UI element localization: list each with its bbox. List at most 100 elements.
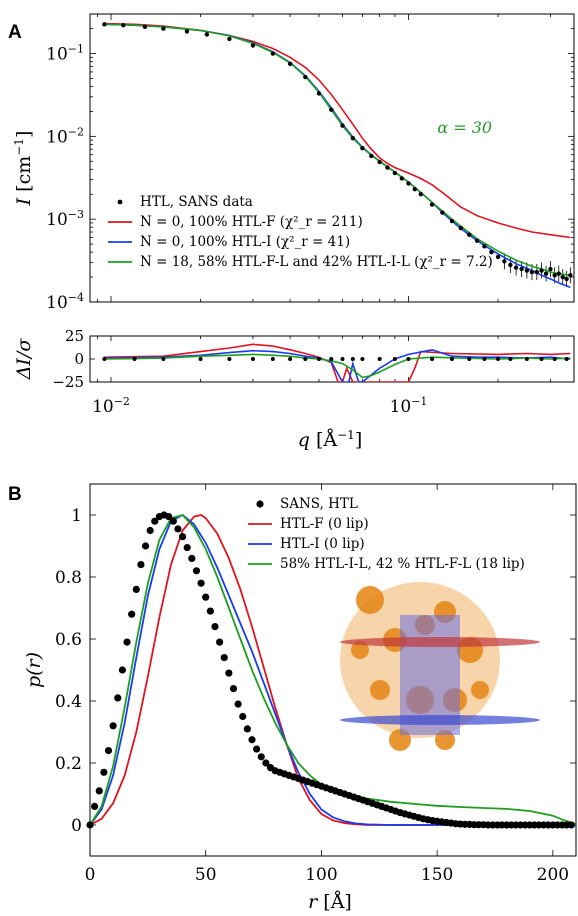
series-line-green [104, 353, 571, 379]
data-point [489, 249, 494, 255]
data-point [303, 357, 308, 361]
panel-a-residuals: 25 0 −25 ΔI/σ 10−2 10−1 q [Å−1] [13, 327, 575, 451]
legend-label: N = 0, 100% HTL-F (χ²_r = 211) [140, 214, 363, 230]
data-point [377, 357, 382, 361]
data-point [524, 268, 530, 273]
data-point [192, 567, 201, 575]
series-line-red [104, 343, 571, 382]
data-point [360, 145, 365, 151]
data-point [502, 259, 507, 264]
data-point [253, 745, 261, 753]
data-point [567, 821, 575, 829]
data-point [161, 357, 166, 361]
panel-letter-a: A [8, 22, 22, 43]
data-point [102, 357, 107, 361]
x-axis-label: q [Å−1] [298, 428, 362, 451]
membrane-plane-bottom [340, 715, 540, 725]
data-point [316, 91, 322, 96]
legend-label: N = 0, 100% HTL-I (χ²_r = 41) [140, 234, 350, 250]
data-point [146, 526, 154, 535]
data-point [250, 43, 256, 48]
y-tick-label: 10−1 [46, 43, 84, 65]
legend-label: HTL, SANS data [140, 194, 253, 210]
data-point [239, 712, 247, 721]
data-point [178, 533, 187, 541]
data-point [211, 623, 219, 631]
x-tick-label: 150 [421, 865, 453, 885]
data-point [482, 244, 487, 249]
data-point [169, 517, 177, 525]
data-point [202, 593, 210, 601]
data-point [198, 357, 203, 361]
panel-letter-b: B [8, 484, 22, 505]
series-line-red [104, 22, 571, 239]
data-point [316, 357, 321, 361]
legend-label: SANS, HTL [280, 496, 358, 512]
y-tick-label: 0.8 [55, 568, 82, 588]
data-point [197, 579, 205, 587]
data-point [95, 787, 103, 795]
data-point [548, 266, 553, 272]
membrane-plane-top [340, 637, 540, 647]
data-point [340, 357, 345, 361]
data-point [257, 753, 265, 761]
data-point [552, 357, 557, 361]
data-point [519, 266, 524, 272]
data-point [183, 543, 191, 552]
data-point [184, 29, 190, 34]
y-axis-label: I [cm−1] [12, 131, 35, 207]
data-point [287, 61, 293, 67]
alpha-annotation: α = 30 [437, 118, 492, 137]
data-point [406, 181, 411, 186]
data-point [556, 271, 561, 276]
data-point [552, 273, 557, 278]
data-point [243, 725, 251, 733]
data-point [360, 357, 365, 361]
y-tick-label: 0.2 [55, 754, 82, 774]
data-point [482, 357, 487, 361]
y-tick-label: 10−2 [46, 125, 84, 147]
data-point [329, 357, 334, 361]
data-point [102, 22, 107, 27]
data-point [564, 276, 569, 282]
series-line-blue [90, 513, 576, 826]
data-point [206, 607, 214, 615]
data-point [270, 357, 275, 361]
data-point [467, 357, 472, 361]
data-point [392, 170, 398, 176]
data-point [132, 585, 140, 594]
data-point [539, 357, 544, 361]
data-point [250, 357, 255, 361]
data-point [91, 802, 99, 811]
data-point [412, 187, 418, 192]
y-axis-label: p(r) [23, 652, 45, 688]
panel-a: A 10−1 10−2 10−3 10−4 I [cm−1] α = 30 HTL, SANS… [8, 13, 575, 313]
helix-blob [356, 586, 384, 614]
helix-blob [370, 680, 390, 700]
data-point [270, 51, 276, 56]
data-point [543, 271, 549, 276]
data-point [128, 610, 136, 618]
x-tick-label: 0 [85, 865, 96, 885]
legend: SANS, HTL HTL-F (0 lip) HTL-I (0 lip) 58% H… [248, 496, 525, 572]
panel-b: B 0 0.2 0.4 0.6 0.8 1 0 50 100 150 200 r [Å] p(r) SANS… [8, 483, 577, 913]
data-point [440, 210, 445, 215]
y-tick-label: 10−4 [46, 291, 84, 313]
lipid-region [400, 615, 460, 735]
legend: HTL, SANS data N = 0, 100% HTL-F (χ²_r = … [108, 194, 493, 270]
data-point [399, 176, 405, 181]
data-point [132, 357, 137, 361]
x-tick-label: 10−1 [390, 395, 428, 417]
data-point [204, 32, 210, 37]
data-point [288, 357, 293, 361]
data-point [161, 26, 166, 31]
data-point [418, 192, 424, 197]
protein-structure-image [340, 582, 540, 751]
y-tick-label: 1 [71, 506, 82, 526]
x-tick-label: 50 [195, 865, 217, 885]
data-point [474, 238, 480, 243]
data-point [121, 22, 126, 28]
helix-blob [351, 641, 369, 659]
data-point [104, 747, 113, 755]
